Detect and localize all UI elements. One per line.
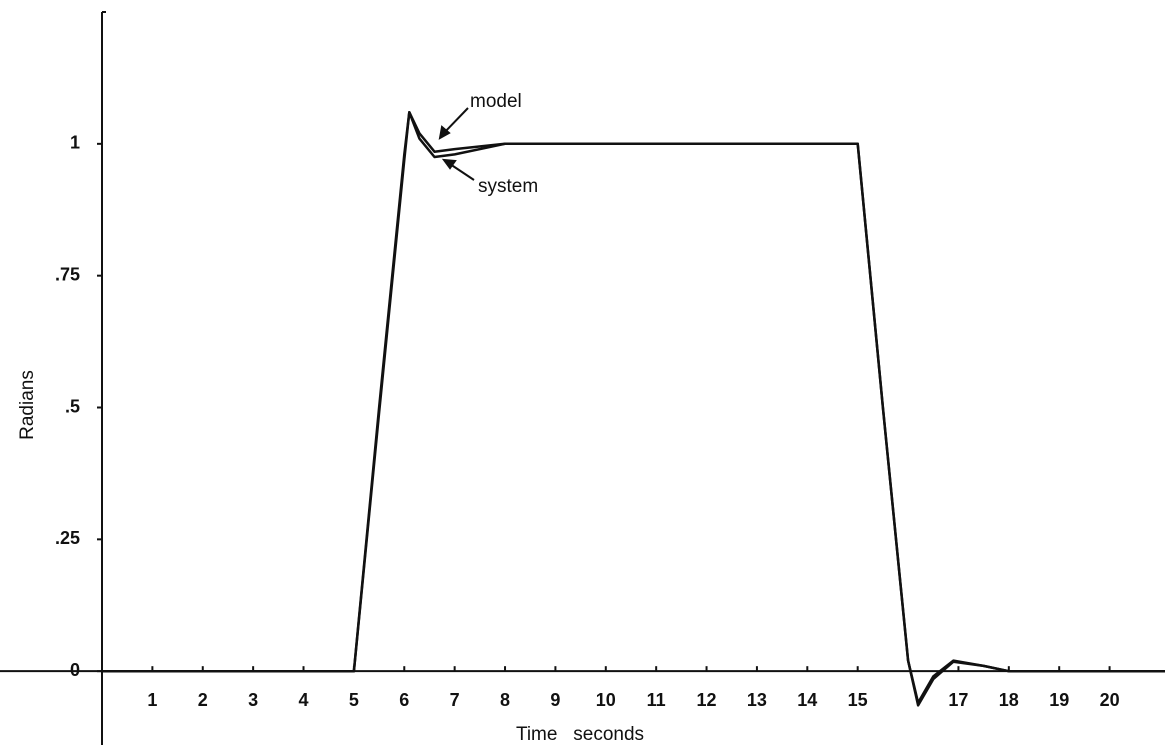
y-tick-label: .5 bbox=[65, 396, 80, 416]
series-line bbox=[102, 110, 1165, 705]
x-tick-label: 18 bbox=[999, 690, 1019, 710]
arrow-head bbox=[438, 125, 451, 140]
x-tick-label: 20 bbox=[1100, 690, 1120, 710]
x-tick-label: 17 bbox=[948, 690, 968, 710]
annotation-arrows bbox=[438, 107, 475, 181]
x-tick-label: 4 bbox=[299, 690, 309, 710]
x-tick-label: 2 bbox=[198, 690, 208, 710]
annotation: system bbox=[478, 176, 538, 197]
x-axis-label: Time seconds bbox=[516, 724, 644, 745]
x-tick-label: 15 bbox=[848, 690, 868, 710]
y-tick-label: .75 bbox=[55, 264, 80, 284]
x-tick-label: 19 bbox=[1049, 690, 1069, 710]
annotation: model bbox=[470, 91, 522, 112]
x-tick-label: 8 bbox=[500, 690, 510, 710]
x-tick-label: 13 bbox=[747, 690, 767, 710]
x-tick-label: 1 bbox=[147, 690, 157, 710]
x-tick-label: 11 bbox=[647, 690, 666, 710]
arrow-head bbox=[441, 158, 457, 170]
y-tick-label: .25 bbox=[55, 528, 80, 548]
x-tick-label: 12 bbox=[697, 690, 717, 710]
x-tick-label: 5 bbox=[349, 690, 359, 710]
x-tick-label: 6 bbox=[399, 690, 409, 710]
x-tick-label: 10 bbox=[596, 690, 616, 710]
series-line bbox=[102, 110, 1165, 707]
x-tick-label: 14 bbox=[797, 690, 817, 710]
y-tick-label: 0 bbox=[70, 660, 80, 680]
x-tick-label: 9 bbox=[550, 690, 560, 710]
x-tick-label: 3 bbox=[248, 690, 258, 710]
y-axis-label: Radians bbox=[17, 370, 38, 440]
x-tick-label: 7 bbox=[450, 690, 460, 710]
y-tick-label: 1 bbox=[70, 133, 80, 153]
